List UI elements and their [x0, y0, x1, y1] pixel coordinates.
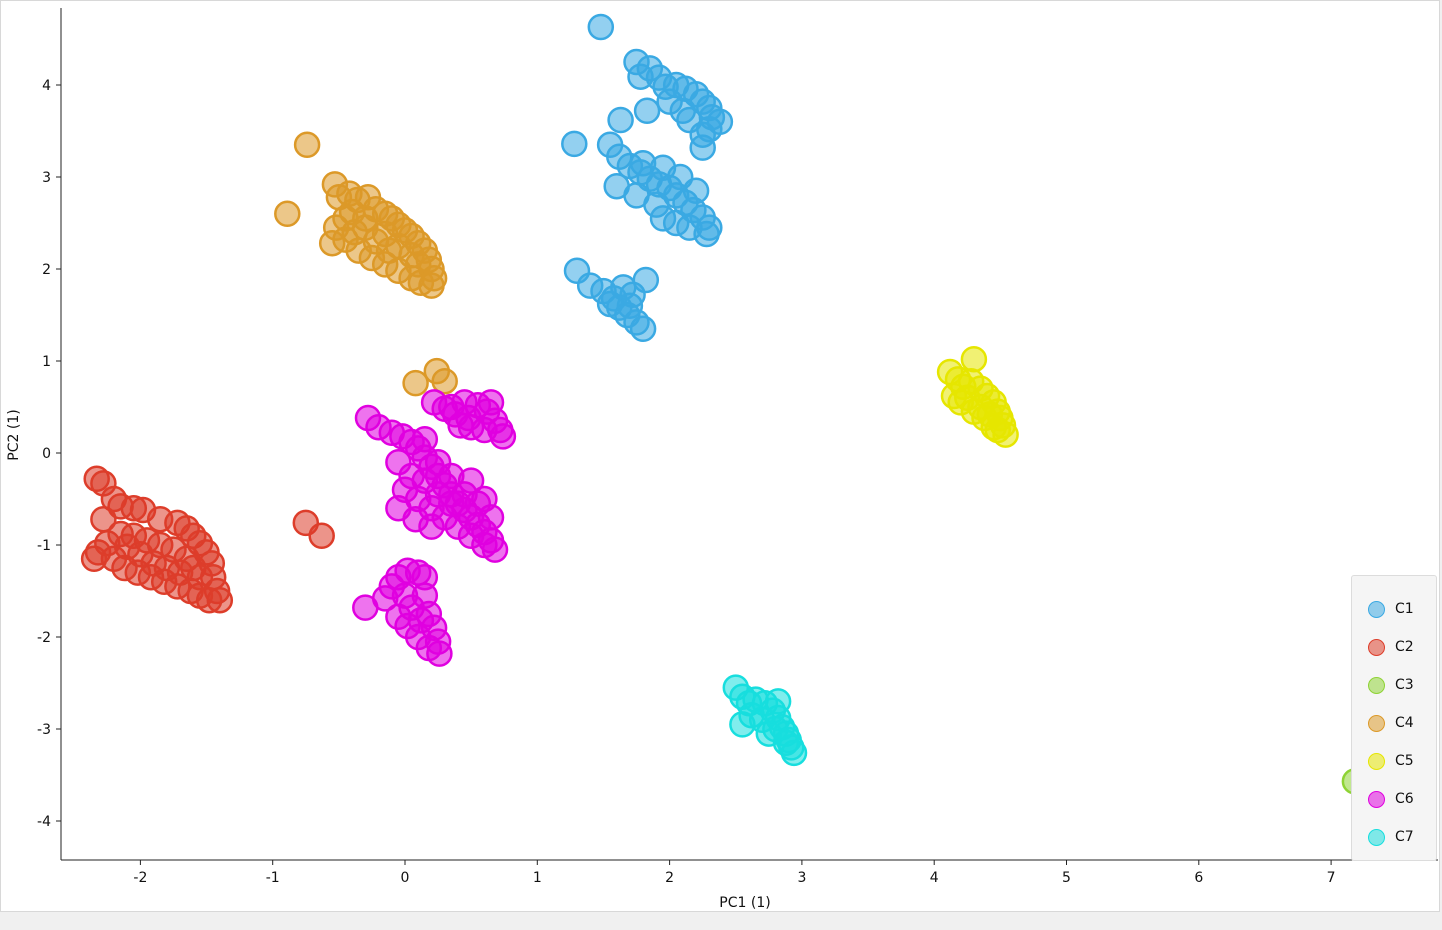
series-c7: [722, 674, 808, 767]
data-point-c4: [375, 237, 403, 264]
legend-swatch-icon: [1368, 676, 1385, 694]
x-tick-label: 2: [665, 870, 674, 886]
data-point-c6: [451, 389, 478, 416]
x-tick-label: 3: [797, 870, 806, 886]
y-tick-label: -2: [37, 630, 51, 646]
x-tick-label: 5: [1062, 870, 1071, 886]
data-point-c5: [960, 345, 988, 373]
data-point-c1: [561, 130, 588, 158]
series-c5: [936, 345, 1019, 448]
y-tick-label: 4: [42, 78, 51, 94]
data-point-c1: [656, 88, 683, 115]
data-point-c4: [402, 369, 429, 397]
x-tick-label: 0: [401, 870, 410, 886]
data-point-c6: [424, 448, 452, 476]
y-tick-label: -3: [37, 722, 51, 738]
data-point-c1: [587, 13, 615, 41]
data-point-c1: [607, 106, 634, 134]
data-point-c6: [477, 504, 505, 531]
legend-item-c2[interactable]: C2: [1368, 635, 1414, 659]
legend-swatch-icon: [1368, 600, 1385, 618]
legend-label: C5: [1395, 753, 1414, 769]
data-point-c2: [90, 505, 117, 533]
y-tick-label: 1: [42, 354, 51, 370]
y-tick-label: 0: [42, 446, 51, 462]
x-tick-label: -1: [266, 870, 280, 886]
data-point-c6: [411, 425, 439, 453]
plot-frame: [0, 0, 1440, 912]
data-point-c4: [404, 251, 432, 278]
data-point-c1: [689, 134, 716, 161]
data-point-c6: [385, 448, 412, 476]
data-point-c6: [477, 389, 505, 416]
data-point-c4: [274, 200, 301, 228]
y-tick-label: -1: [37, 538, 51, 554]
data-point-c1: [616, 292, 644, 320]
legend-label: C3: [1395, 677, 1414, 693]
data-point-c2: [166, 559, 194, 586]
data-point-c6: [407, 607, 435, 634]
data-point-c7: [772, 729, 800, 757]
series-c1: [561, 13, 734, 343]
legend-label: C6: [1395, 791, 1414, 807]
legend-swatch-icon: [1368, 828, 1385, 846]
y-tick-label: -4: [37, 814, 51, 830]
y-axis-title: PC2 (1): [6, 409, 22, 460]
data-point-c7: [764, 688, 792, 715]
legend-item-c3[interactable]: C3: [1368, 673, 1414, 697]
legend-label: C2: [1395, 639, 1414, 655]
points-layer: [80, 13, 1424, 853]
series-c6: [352, 389, 517, 667]
data-point-c1: [676, 214, 703, 241]
x-axis-title: PC1 (1): [719, 895, 770, 911]
legend-item-c6[interactable]: C6: [1368, 787, 1414, 811]
legend-swatch-icon: [1368, 714, 1385, 732]
legend-item-c7[interactable]: C7: [1368, 825, 1414, 849]
data-point-c2: [308, 522, 335, 550]
data-point-c7: [729, 711, 756, 738]
data-point-c1: [629, 315, 657, 343]
data-point-c1: [629, 149, 657, 177]
legend-label: C1: [1395, 601, 1414, 617]
x-tick-label: 1: [533, 870, 542, 886]
legend-swatch-icon: [1368, 752, 1385, 770]
series-c4: [274, 131, 458, 397]
legend-label: C7: [1395, 829, 1414, 845]
data-point-c4: [352, 205, 379, 232]
legend-item-c5[interactable]: C5: [1368, 749, 1414, 773]
legend-item-c1[interactable]: C1: [1368, 597, 1414, 621]
legend-label: C4: [1395, 715, 1414, 731]
data-point-c2: [113, 533, 141, 561]
data-point-c6: [418, 513, 445, 540]
data-point-c1: [682, 177, 710, 205]
data-point-c4: [293, 131, 321, 159]
legend: C1 C2 C3 C4 C5 C6 C7: [1351, 575, 1437, 861]
x-tick-label: 7: [1327, 870, 1336, 886]
data-point-c6: [411, 563, 439, 591]
y-tick-label: 2: [42, 262, 51, 278]
data-point-c1: [633, 97, 661, 125]
legend-item-c4[interactable]: C4: [1368, 711, 1414, 735]
data-point-c5: [984, 416, 1011, 444]
x-tick-label: 6: [1194, 870, 1203, 886]
legend-swatch-icon: [1368, 638, 1385, 656]
axes-layer: -2 -1 0 1 2 3 4 5 6 7 -4 -3 -2 -1 0 1 2 3 4: [37, 8, 1438, 886]
x-tick-label: 4: [930, 870, 939, 886]
x-tick-label: -2: [133, 870, 147, 886]
y-tick-label: 3: [42, 170, 51, 186]
data-point-c4: [431, 367, 458, 395]
data-point-c6: [391, 582, 419, 609]
series-c2: [80, 465, 335, 614]
legend-swatch-icon: [1368, 790, 1385, 808]
data-point-c1: [676, 106, 703, 134]
